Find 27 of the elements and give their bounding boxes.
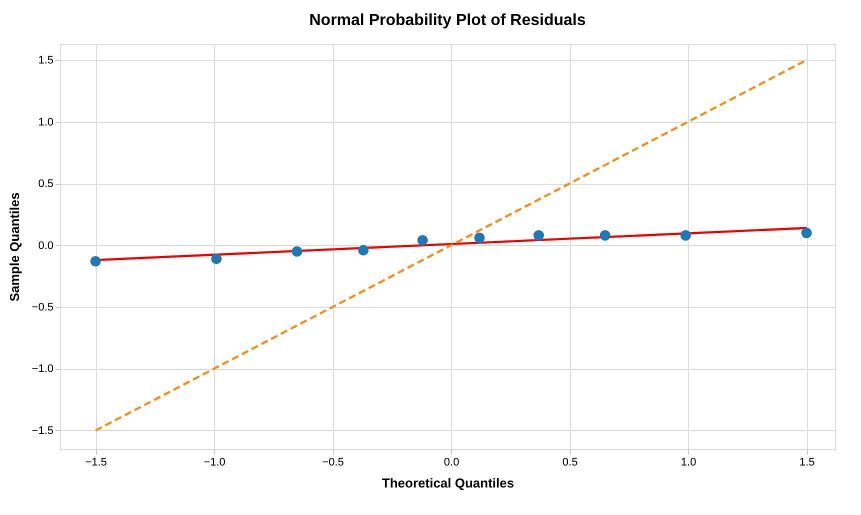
x-tick-label: 0.0 (444, 456, 460, 468)
chart-title: Normal Probability Plot of Residuals (309, 12, 586, 29)
point (680, 230, 691, 241)
point (211, 254, 222, 264)
point (600, 230, 610, 241)
point (534, 230, 544, 241)
y-tick-label: 1.0 (38, 116, 54, 128)
point (90, 256, 101, 267)
x-axis-title: Theoretical Quantiles (382, 476, 514, 490)
y-tick-label: −1.5 (32, 424, 54, 437)
point (801, 228, 812, 238)
point (292, 246, 302, 257)
y-tick-label: 0.5 (38, 178, 54, 190)
x-tick-label: 0.5 (562, 456, 578, 468)
x-tick-label: −0.5 (322, 456, 344, 468)
x-tick-label: −1.5 (85, 456, 107, 468)
y-tick-label: −0.5 (32, 302, 54, 314)
point (417, 235, 428, 246)
y-tick-label: 0.0 (38, 240, 54, 252)
y-tick-label: −1.0 (32, 363, 54, 376)
point (358, 244, 369, 256)
y-tick-label: 1.5 (38, 54, 54, 67)
y-axis-title: Sample Quantiles (6, 192, 22, 302)
x-tick-label: 1.0 (680, 456, 696, 468)
point (474, 232, 485, 244)
x-tick-label: 1.5 (799, 456, 815, 468)
x-tick-label: −1.0 (204, 456, 226, 468)
